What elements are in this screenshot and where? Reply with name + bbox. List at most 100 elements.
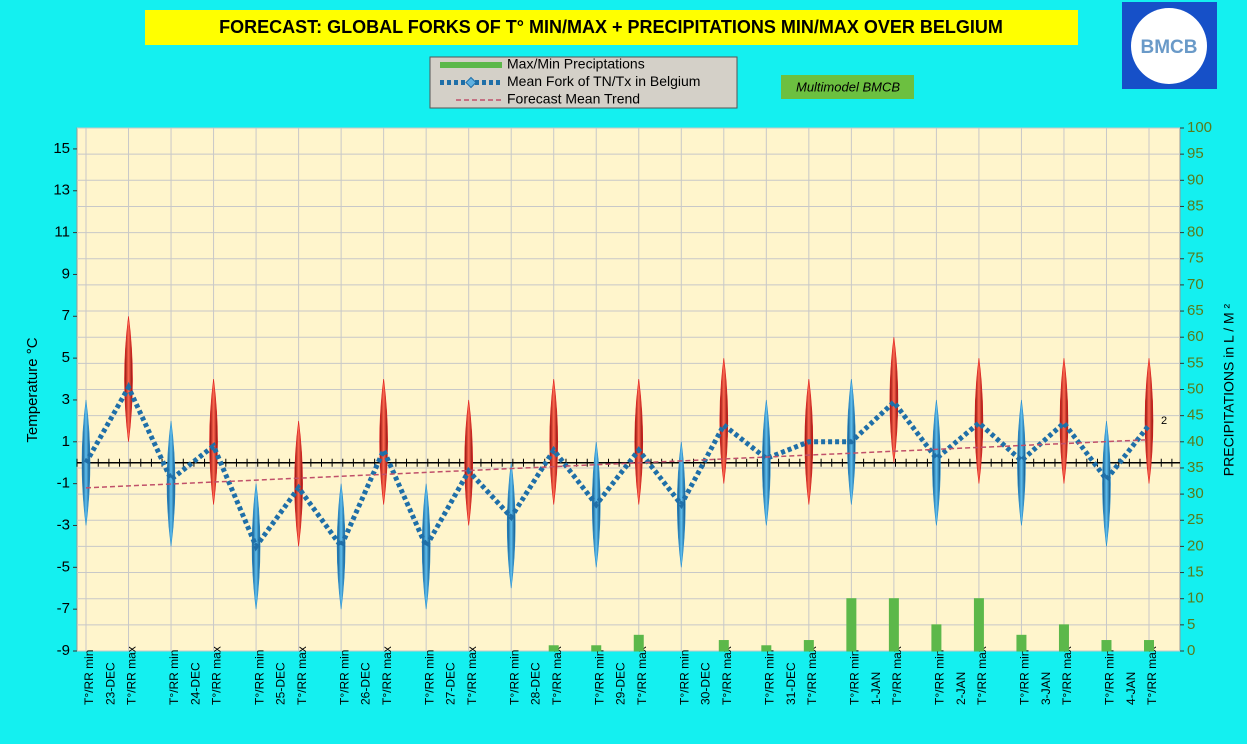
x-tick-label: T°/RR min: [507, 650, 521, 705]
y2-tick-label: 95: [1187, 145, 1204, 162]
x-tick-label: T°/RR min: [252, 650, 266, 705]
fork: [464, 399, 473, 526]
date-label: 24-DEC: [188, 662, 202, 705]
fork: [336, 483, 346, 610]
y2-tick-label: 40: [1187, 433, 1204, 450]
fork: [124, 316, 133, 442]
x-tick-label: T°/RR max: [1145, 646, 1159, 705]
y2-tick-label: 75: [1187, 250, 1204, 267]
bar: [1144, 640, 1154, 652]
x-tick-label: T°/RR max: [805, 646, 819, 705]
y-tick-label: 1: [62, 433, 70, 450]
date-label: 26-DEC: [359, 662, 373, 705]
fork: [932, 399, 941, 526]
annotation: 2: [1161, 415, 1167, 427]
fork: [1059, 358, 1069, 484]
y2-tick-label: 60: [1187, 328, 1204, 345]
bar: [633, 634, 644, 652]
badge-box: [781, 75, 914, 99]
fork: [1102, 420, 1111, 547]
x-tick-label: T°/RR min: [677, 650, 691, 705]
date-label: 27-DEC: [444, 662, 458, 705]
bar: [803, 640, 814, 652]
legend-marker: [465, 76, 477, 89]
fork: [549, 379, 559, 505]
bar: [888, 598, 899, 652]
y-tick-label: 13: [53, 182, 70, 199]
y2-tick-label: 5: [1187, 616, 1195, 633]
x-tick-label: T°/RR max: [975, 646, 989, 705]
fork: [379, 379, 388, 505]
x-tick-label: T°/RR max: [465, 646, 479, 705]
legend-label: Forecast Mean Trend: [507, 91, 640, 107]
fork: [974, 358, 984, 484]
x-tick-label: T°/RR min: [592, 650, 606, 705]
y2-tick-label: 80: [1187, 224, 1204, 241]
y2-tick-label: 0: [1187, 642, 1195, 659]
bar: [1058, 624, 1069, 652]
bar: [591, 645, 602, 652]
x-tick-label: T°/RR min: [82, 650, 96, 705]
legend-swatch: [440, 62, 502, 68]
mean-line: [83, 381, 1151, 552]
x-tick-label: T°/RR min: [422, 650, 436, 705]
fork: [166, 420, 176, 547]
y-tick-label: 15: [53, 140, 70, 157]
chart-title: FORECAST: GLOBAL FORKS OF T° MIN/MAX + P…: [219, 17, 1003, 37]
fork: [506, 462, 516, 589]
y-tick-label: -3: [57, 516, 70, 533]
x-tick-label: T°/RR min: [848, 650, 862, 705]
legend-label: Mean Fork of TN/Tx in Belgium: [507, 73, 700, 89]
y-tick-label: 11: [54, 224, 70, 241]
date-label: 31-DEC: [784, 662, 798, 705]
y2-tick-label: 25: [1187, 511, 1204, 528]
x-tick-label: T°/RR max: [550, 646, 564, 705]
logo-circle: [1131, 8, 1207, 84]
date-label: 25-DEC: [274, 662, 288, 705]
y-tick-label: -7: [57, 600, 70, 617]
y2-tick-label: 30: [1187, 485, 1204, 502]
bar: [548, 645, 559, 652]
y2-tick-label: 10: [1187, 590, 1204, 607]
fork: [1017, 399, 1026, 526]
x-tick-label: T°/RR max: [125, 646, 139, 705]
date-label: 28-DEC: [529, 662, 543, 705]
x-tick-label: T°/RR max: [380, 646, 394, 705]
bar: [1016, 634, 1027, 652]
date-label: 1-JAN: [869, 672, 883, 705]
fork: [209, 379, 218, 505]
y2-tick-label: 15: [1187, 564, 1204, 581]
y2-tick-label: 55: [1187, 354, 1204, 371]
fork: [634, 379, 644, 505]
trend-line: [85, 438, 1150, 489]
y2-tick-label: 35: [1187, 459, 1204, 476]
x-tick-label: T°/RR min: [1018, 650, 1032, 705]
y2-tick-label: 70: [1187, 276, 1204, 293]
y-tick-label: 5: [62, 349, 70, 366]
logo-text: BMCB: [1141, 37, 1198, 58]
x-tick-label: T°/RR min: [337, 650, 351, 705]
y-tick-label: -5: [57, 558, 70, 575]
fork: [762, 399, 771, 526]
fork: [421, 483, 431, 610]
bar: [846, 598, 857, 652]
badge-text: Multimodel BMCB: [796, 79, 900, 94]
x-tick-label: T°/RR max: [210, 646, 224, 705]
x-tick-label: T°/RR min: [167, 650, 181, 705]
title-box: [145, 10, 1078, 45]
y2-tick-label: 50: [1187, 380, 1204, 397]
y-tick-label: 3: [62, 391, 70, 408]
x-tick-label: T°/RR max: [635, 646, 649, 705]
y2-tick-label: 20: [1187, 537, 1204, 554]
y-tick-label: -9: [57, 642, 70, 659]
bar: [931, 624, 942, 652]
y-axis-label: Temperature °C: [24, 337, 41, 442]
y-tick-label: 7: [62, 307, 70, 324]
bar: [718, 640, 729, 652]
date-label: 30-DEC: [699, 662, 713, 705]
date-label: 4-JAN: [1124, 672, 1138, 705]
x-tick-label: T°/RR min: [933, 650, 947, 705]
x-tick-label: T°/RR max: [295, 646, 309, 705]
y2-axis-label: PRECIPITATIONS in L / M ²: [1221, 303, 1237, 476]
